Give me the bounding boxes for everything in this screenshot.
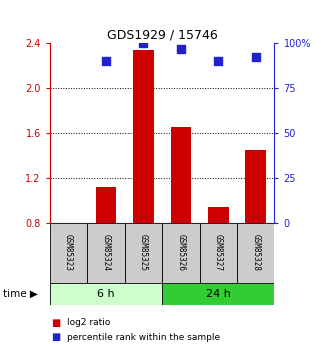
Bar [170, 127, 191, 223]
Bar [96, 187, 116, 223]
Bar [162, 223, 200, 283]
Bar [50, 283, 162, 305]
Bar [50, 223, 87, 283]
Point [178, 46, 183, 51]
Bar [237, 223, 274, 283]
Text: percentile rank within the sample: percentile rank within the sample [67, 333, 221, 342]
Text: GSM85323: GSM85323 [64, 234, 73, 271]
Text: GSM85326: GSM85326 [176, 234, 185, 271]
Point [253, 55, 258, 60]
Text: GSM85327: GSM85327 [214, 234, 223, 271]
Text: ■: ■ [51, 318, 61, 327]
Bar [200, 223, 237, 283]
Bar [87, 223, 125, 283]
Bar [162, 283, 274, 305]
Point [141, 40, 146, 46]
Bar [246, 150, 266, 223]
Text: GSM85325: GSM85325 [139, 234, 148, 271]
Point [216, 58, 221, 64]
Title: GDS1929 / 15746: GDS1929 / 15746 [107, 29, 218, 42]
Point [103, 58, 108, 64]
Text: GSM85324: GSM85324 [101, 234, 110, 271]
Bar [208, 207, 229, 223]
Text: log2 ratio: log2 ratio [67, 318, 111, 327]
Text: 6 h: 6 h [97, 289, 115, 299]
Bar [133, 50, 154, 223]
Text: GSM85328: GSM85328 [251, 234, 260, 271]
Text: ■: ■ [51, 333, 61, 342]
Text: 24 h: 24 h [206, 289, 231, 299]
Text: time ▶: time ▶ [3, 289, 38, 299]
Bar [125, 223, 162, 283]
